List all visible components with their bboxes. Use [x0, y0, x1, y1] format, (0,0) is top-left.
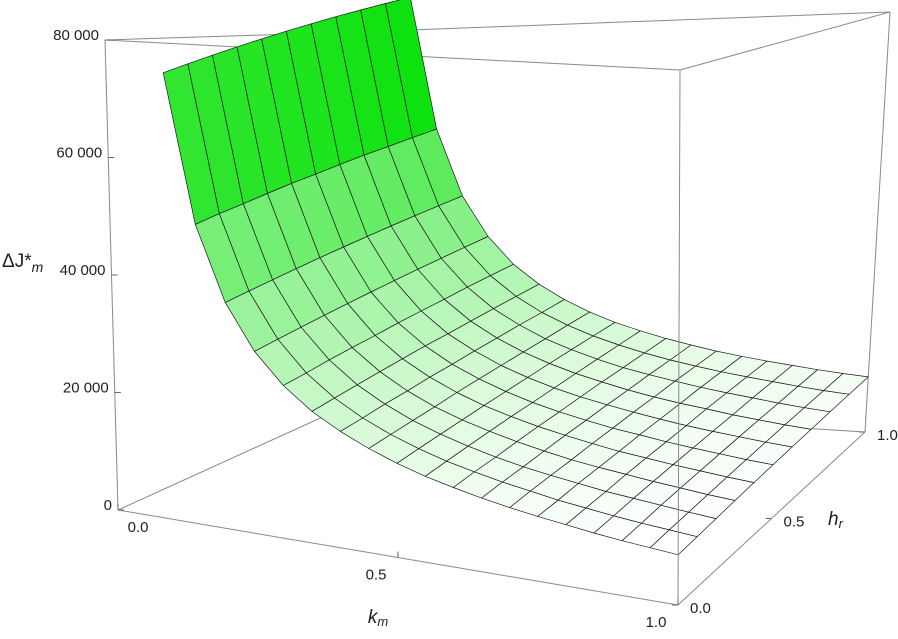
- y-tick-label: 0.0: [690, 600, 711, 617]
- box-edge: [677, 69, 681, 606]
- y-axis-title: hr: [828, 509, 844, 531]
- x-tick-label: 0.0: [128, 519, 149, 536]
- z-tick-label: 40 000: [60, 262, 106, 279]
- z-axis-title-sub: m: [32, 259, 44, 275]
- z-tick-label: 20 000: [63, 379, 109, 396]
- surface-patch: [649, 529, 698, 556]
- x-tick-label: 1.0: [646, 614, 667, 631]
- z-axis-title: ΔJ*m: [2, 251, 44, 275]
- box-edge: [679, 11, 891, 71]
- x-axis-title-main: k: [368, 607, 379, 628]
- x-axis-title: km: [368, 607, 389, 629]
- z-tick-label: 80 000: [53, 27, 99, 44]
- x-tick-label: 0.5: [366, 566, 387, 583]
- y-tick-label: 0.5: [784, 513, 805, 530]
- y-axis-title-sub: r: [839, 516, 844, 531]
- box-edge: [864, 11, 891, 433]
- box-front: 0 20 000 40 000 60 000 80 000 0.0 0.5 1.0 0.0 0.5…: [53, 27, 898, 631]
- z-tick-label: 0: [104, 497, 112, 514]
- box-edge: [117, 399, 361, 511]
- z-axis-title-main: ΔJ*: [2, 251, 32, 272]
- x-axis-title-sub: m: [377, 614, 388, 629]
- surface: [162, 0, 869, 556]
- y-axis-title-main: h: [828, 509, 839, 530]
- box-edge: [356, 11, 891, 33]
- y-tick-label: 1.0: [877, 427, 898, 444]
- z-tick-label: 60 000: [56, 144, 102, 161]
